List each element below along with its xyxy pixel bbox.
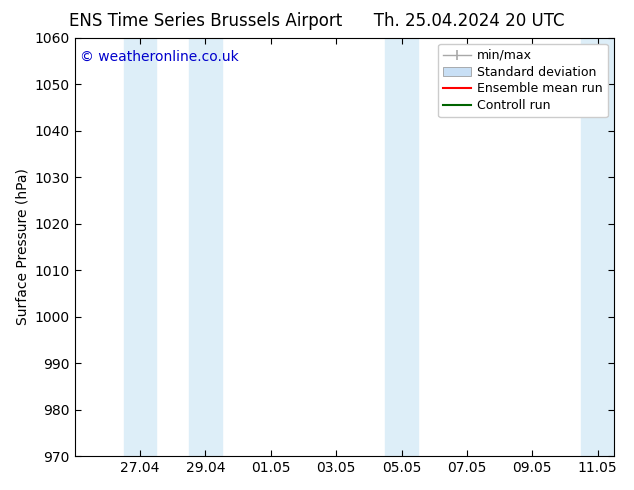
Bar: [385, 38, 418, 456]
Bar: [581, 38, 614, 456]
Y-axis label: Surface Pressure (hPa): Surface Pressure (hPa): [15, 169, 29, 325]
Text: ENS Time Series Brussels Airport      Th. 25.04.2024 20 UTC: ENS Time Series Brussels Airport Th. 25.…: [69, 12, 565, 30]
Bar: [124, 38, 157, 456]
Bar: [189, 38, 222, 456]
Text: © weatheronline.co.uk: © weatheronline.co.uk: [80, 50, 239, 64]
Legend: min/max, Standard deviation, Ensemble mean run, Controll run: min/max, Standard deviation, Ensemble me…: [439, 44, 608, 117]
